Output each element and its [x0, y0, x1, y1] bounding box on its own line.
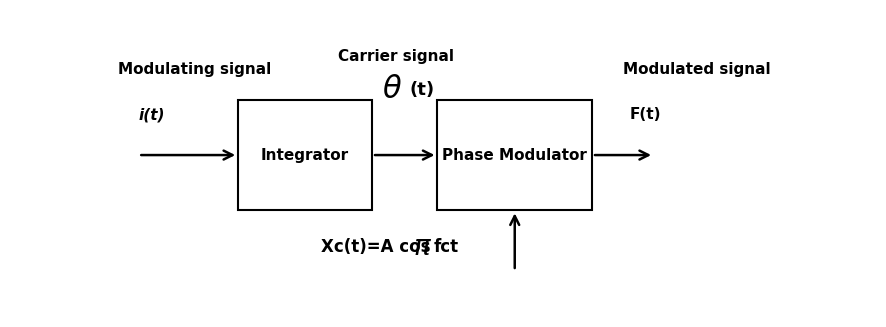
Text: $\pi$: $\pi$	[413, 233, 432, 261]
Text: (t): (t)	[409, 80, 434, 99]
Text: Modulated signal: Modulated signal	[622, 62, 770, 77]
Text: Xc(t)=A cos: Xc(t)=A cos	[320, 238, 435, 256]
Text: $\theta$: $\theta$	[382, 75, 402, 104]
FancyBboxPatch shape	[237, 100, 372, 211]
Text: Integrator: Integrator	[260, 147, 349, 163]
Text: Phase Modulator: Phase Modulator	[442, 147, 587, 163]
Text: F(t): F(t)	[629, 107, 661, 122]
Text: fct: fct	[433, 238, 459, 256]
Text: Modulating signal: Modulating signal	[118, 62, 271, 77]
Text: Carrier signal: Carrier signal	[338, 49, 454, 64]
FancyBboxPatch shape	[437, 100, 592, 211]
Text: i(t): i(t)	[138, 107, 165, 122]
